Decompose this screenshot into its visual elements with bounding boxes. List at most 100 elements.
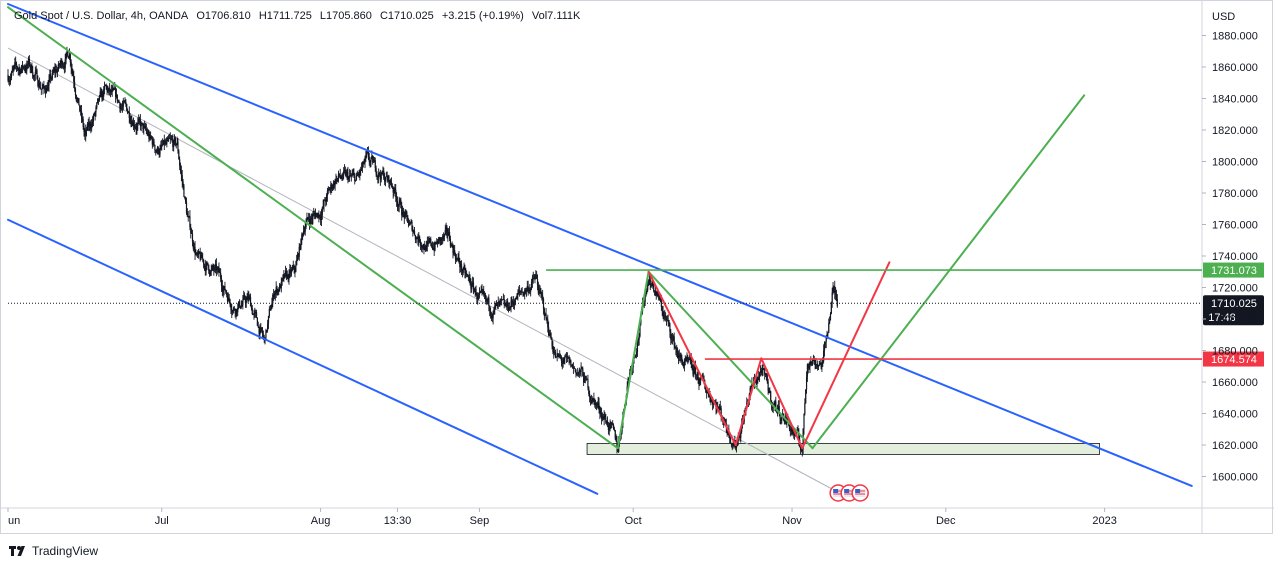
candle-body (818, 364, 820, 366)
candle-body (361, 162, 364, 168)
candle-body (282, 274, 284, 279)
candle-body (589, 396, 592, 401)
candle-body (331, 187, 334, 189)
candle-body (615, 438, 617, 441)
candle-body (449, 238, 452, 247)
level-price-tag[interactable] (1203, 262, 1264, 278)
candle-body (124, 101, 126, 103)
candle-body (104, 84, 106, 87)
candle-body (442, 235, 445, 237)
candle-body (119, 102, 121, 109)
candle-body (62, 66, 65, 68)
candle-body (529, 289, 531, 292)
candle-body (15, 62, 17, 64)
candle-body (493, 308, 495, 312)
candle-body (426, 242, 428, 246)
candle-body (244, 298, 247, 303)
candle-body (267, 315, 270, 324)
candle-body (662, 311, 664, 317)
candle-body (262, 334, 264, 337)
price-tick-label: 1760.000 (1212, 220, 1258, 232)
red-pattern-line[interactable] (801, 261, 891, 450)
candle-body (148, 133, 150, 139)
candle-body (94, 112, 96, 115)
price-axis[interactable]: USD 1880.000 1860.000 1840.000 1820.000 1800.… (1202, 11, 1258, 484)
support-zone-box[interactable] (586, 443, 1100, 455)
candle-body (685, 357, 687, 361)
level-price-label: 1674.574 (1211, 354, 1257, 366)
candle-body (332, 183, 335, 189)
candle-body (811, 362, 813, 365)
candle-body (600, 412, 603, 419)
green-pattern-line[interactable] (7, 6, 619, 450)
support-zone[interactable] (586, 443, 1100, 455)
candle-body (789, 429, 791, 431)
candle-body (362, 162, 364, 164)
candle-body (495, 303, 497, 306)
horizontal-levels[interactable]: 1731.073 1674.574 (546, 262, 1264, 367)
candle-body (542, 298, 545, 309)
candle-body (210, 269, 212, 272)
candle-body (128, 111, 130, 118)
candle-body (607, 425, 610, 430)
blue-channel-line[interactable] (7, 218, 599, 495)
candle-body (382, 171, 384, 174)
candle-body (729, 438, 732, 444)
flag-canton (833, 489, 839, 493)
candle-body (343, 169, 346, 171)
price-tick-label: 1800.000 (1212, 157, 1258, 169)
drawings[interactable] (7, 3, 1193, 495)
candle-body (334, 179, 336, 186)
last-price-tag[interactable] (1203, 295, 1264, 326)
gray-midline[interactable] (7, 47, 839, 493)
candle-body (466, 274, 468, 275)
candle-body (587, 379, 589, 388)
candle-body (202, 257, 204, 260)
candle-body (10, 72, 13, 78)
candle-body (405, 212, 407, 215)
time-tick-label: Sep (470, 515, 490, 527)
candle-body (422, 245, 424, 248)
red-pattern-line[interactable] (647, 270, 737, 446)
candle-body (42, 85, 44, 89)
blue-channel-line[interactable] (7, 3, 1193, 487)
candle-body (288, 273, 290, 280)
time-axis[interactable]: un Jul Aug 13:30 Sep Oct Nov Dec 2023 (7, 508, 1117, 527)
candle-body (391, 185, 393, 188)
candle-body (337, 173, 340, 179)
tradingview-brand[interactable]: TradingView (8, 544, 98, 558)
candle-body (578, 369, 580, 373)
red-pattern-line[interactable] (734, 357, 763, 446)
gray-midline-segment[interactable] (7, 47, 839, 493)
candle-body (537, 285, 539, 294)
candle-body (412, 229, 414, 232)
candle-body (664, 315, 666, 317)
candle-body (49, 74, 51, 80)
red-pattern-line[interactable] (760, 357, 804, 450)
symbol-title[interactable]: Gold Spot / U.S. Dollar, 4h, OANDA (14, 10, 189, 22)
candle-body (185, 202, 188, 213)
candle-body (817, 365, 819, 367)
price-tick-label: 1860.000 (1212, 62, 1258, 74)
candle-body (700, 377, 702, 382)
candle-body (474, 289, 476, 292)
candle-body (179, 166, 182, 172)
candle-body (46, 88, 48, 91)
candle-body (342, 173, 344, 180)
green-pattern-line[interactable] (647, 270, 814, 450)
candle-body (138, 118, 141, 120)
level-price-tag[interactable] (1203, 351, 1264, 367)
candle-body (38, 83, 40, 87)
candle-body (67, 51, 69, 57)
economic-events[interactable] (829, 484, 869, 502)
candle-body (296, 259, 298, 266)
green-pattern-line[interactable] (811, 94, 1086, 450)
green-pattern-line[interactable] (616, 270, 650, 450)
candle-body (8, 80, 10, 82)
candle-body (227, 297, 229, 302)
candle-body (804, 403, 806, 414)
candle-body (226, 294, 229, 302)
candle-body (257, 325, 259, 327)
candle-body (512, 301, 514, 303)
